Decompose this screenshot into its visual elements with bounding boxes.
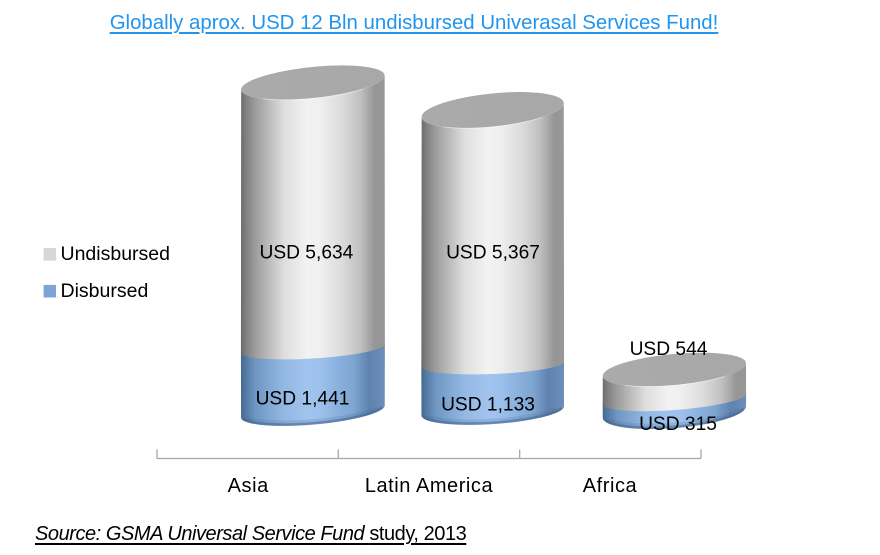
svg-text:USD 1,441: USD 1,441	[256, 388, 350, 409]
svg-text:USD 315: USD 315	[639, 414, 717, 435]
svg-text:USD 1,133: USD 1,133	[441, 395, 535, 416]
svg-text:USD 5,634: USD 5,634	[259, 242, 353, 263]
svg-text:Latin America: Latin America	[365, 475, 494, 497]
svg-text:Africa: Africa	[583, 475, 638, 497]
svg-text:Undisbursed: Undisbursed	[61, 243, 170, 265]
svg-text:USD 544: USD 544	[630, 339, 708, 360]
svg-text:USD 5,367: USD 5,367	[446, 242, 540, 263]
svg-text:Asia: Asia	[228, 475, 269, 497]
svg-text:Disbursed: Disbursed	[61, 280, 149, 302]
